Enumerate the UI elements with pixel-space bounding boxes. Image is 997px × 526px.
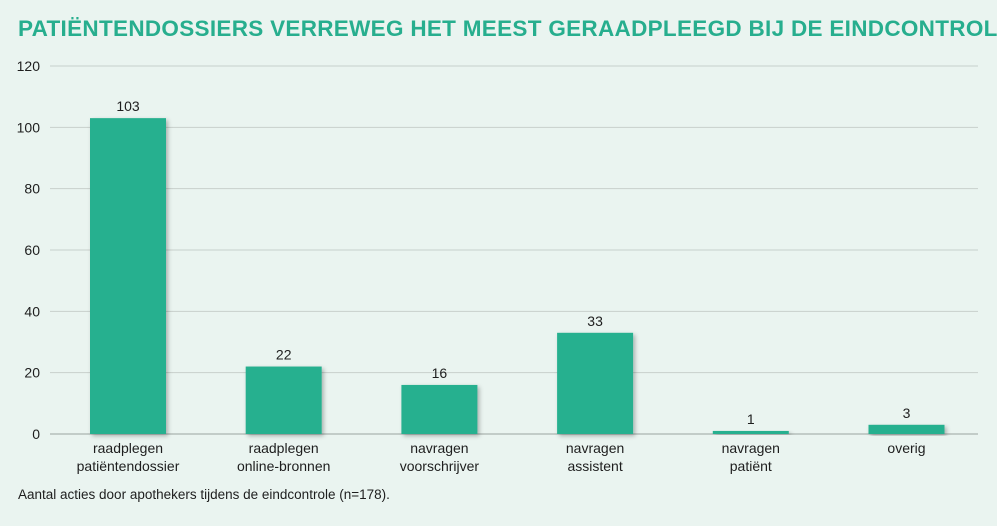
y-tick-label: 80 [24,181,40,197]
x-tick-label: navragen [566,440,624,456]
x-tick-label: online-bronnen [237,458,330,474]
data-labels: 103 22 16 33 1 3 [116,98,910,427]
x-tick-label: voorschrijver [400,458,480,474]
bar [712,430,789,434]
data-label: 16 [432,365,448,381]
data-label: 22 [276,347,292,363]
x-tick-label: patiënt [730,458,772,474]
x-tick-label: assistent [567,458,622,474]
bar [868,424,945,434]
x-axis-category-labels: raadplegen patiëntendossier raadplegen onli… [77,440,926,474]
data-label: 33 [587,313,603,329]
chart-caption: Aantal acties door apothekers tijdens de… [18,487,390,502]
y-tick-label: 20 [24,365,40,381]
x-tick-label: raadplegen [249,440,319,456]
x-tick-label: navragen [722,440,780,456]
bar [557,332,634,434]
data-label: 3 [903,405,911,421]
data-label: 1 [747,411,755,427]
data-label: 103 [116,98,140,114]
bar [245,366,322,434]
x-tick-label: raadplegen [93,440,163,456]
y-axis-tick-labels: 0 20 40 60 80 100 120 [17,58,41,442]
y-tick-label: 100 [17,119,41,135]
y-tick-label: 0 [32,426,40,442]
bar [90,118,166,434]
x-tick-label: navragen [410,440,468,456]
x-tick-label: overig [887,440,925,456]
x-tick-label: patiëntendossier [77,458,180,474]
chart-title: PATIËNTENDOSSIERS VERREWEG HET MEEST GER… [18,16,997,41]
bars [90,118,945,434]
y-tick-label: 40 [24,303,40,319]
gridlines [50,65,978,435]
bar [401,384,478,434]
y-tick-label: 120 [17,58,41,74]
y-tick-label: 60 [24,242,40,258]
